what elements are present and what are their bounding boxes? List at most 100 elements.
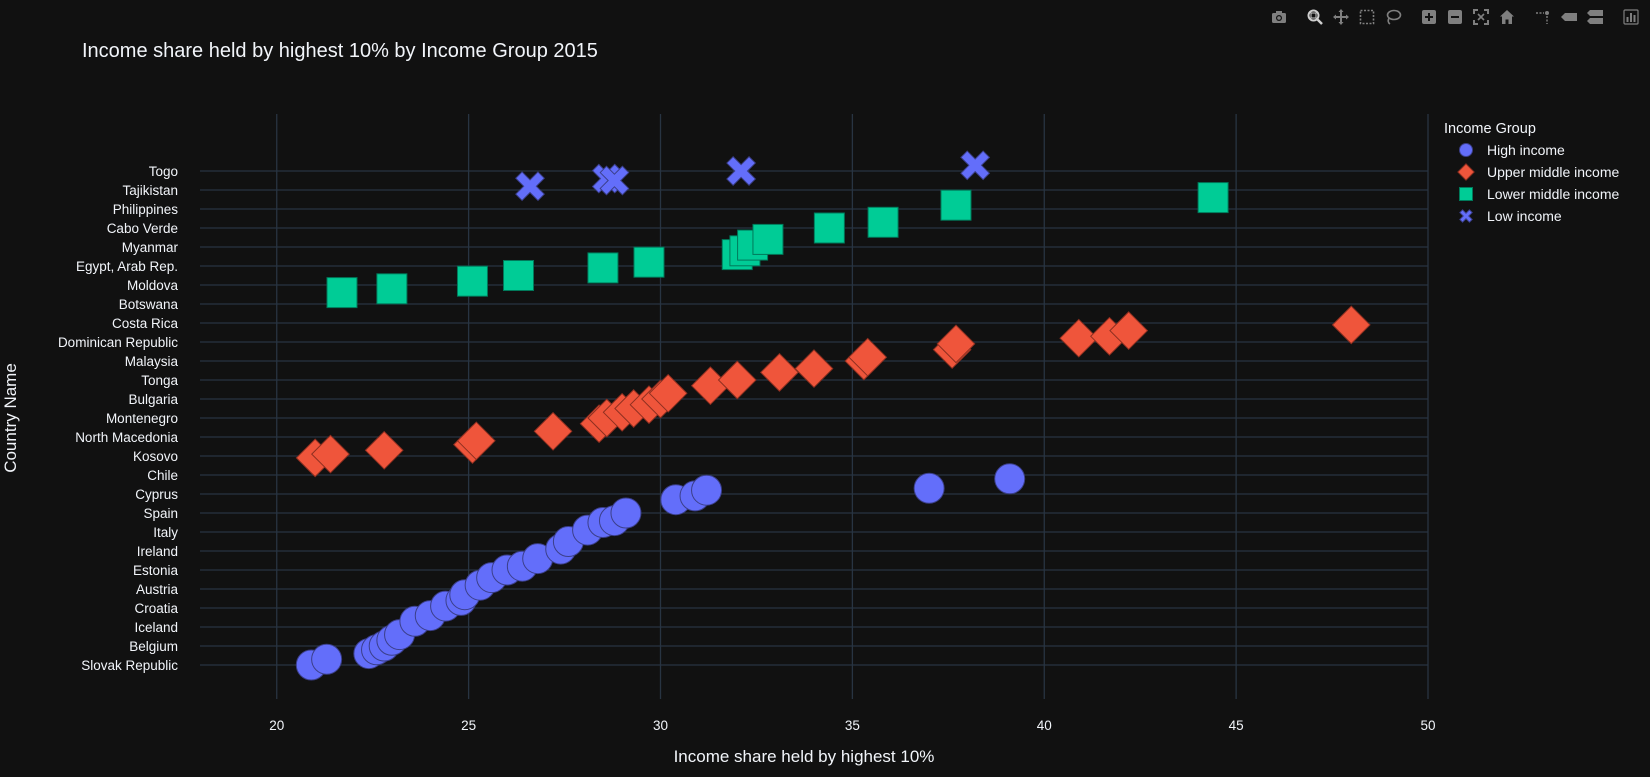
data-point bbox=[1197, 182, 1229, 214]
zoom-out-icon bbox=[1448, 10, 1462, 24]
zoom-button[interactable] bbox=[1302, 4, 1328, 30]
lasso-select-icon bbox=[1386, 9, 1402, 25]
pan-button[interactable] bbox=[1328, 4, 1354, 30]
x-axis-title: Income share held by highest 10% bbox=[674, 747, 935, 766]
hover-compare-button[interactable] bbox=[1582, 4, 1608, 30]
y-tick-label: Chile bbox=[147, 468, 178, 483]
reset-axes-button[interactable] bbox=[1494, 4, 1520, 30]
data-point bbox=[456, 265, 488, 297]
data-point bbox=[994, 463, 1026, 495]
x-tick-label: 30 bbox=[653, 718, 668, 733]
legend-label: High income bbox=[1487, 142, 1565, 158]
y-tick-label: Myanmar bbox=[122, 240, 179, 255]
plotly-logo-icon bbox=[1623, 9, 1639, 25]
y-tick-label: Belgium bbox=[129, 639, 178, 654]
y-tick-label: Moldova bbox=[127, 278, 179, 293]
y-tick-label: Costa Rica bbox=[112, 316, 179, 331]
zoom-icon bbox=[1307, 9, 1323, 25]
hover-closest-icon bbox=[1561, 13, 1577, 21]
pan-icon bbox=[1333, 9, 1349, 25]
hover-compare-icon bbox=[1587, 10, 1603, 24]
y-tick-label: Italy bbox=[153, 525, 178, 540]
series-low-income bbox=[515, 150, 991, 202]
plotly-logo-button[interactable] bbox=[1618, 4, 1644, 30]
data-point bbox=[848, 337, 888, 377]
zoom-in-button[interactable] bbox=[1416, 4, 1442, 30]
y-tick-label: Tajikistan bbox=[122, 183, 178, 198]
legend-item[interactable]: High income bbox=[1459, 142, 1566, 158]
grid bbox=[200, 114, 1429, 699]
y-tick-label: Cabo Verde bbox=[107, 221, 178, 236]
legend-marker bbox=[1459, 143, 1473, 157]
data-point bbox=[936, 324, 976, 364]
y-tick-label: Austria bbox=[136, 582, 179, 597]
camera-button[interactable] bbox=[1266, 4, 1292, 30]
y-tick-label: Ireland bbox=[137, 544, 178, 559]
y-tick-label: Kosovo bbox=[133, 449, 178, 464]
modebar bbox=[1266, 4, 1644, 30]
hover-closest-button[interactable] bbox=[1556, 4, 1582, 30]
series-upper-middle-income bbox=[295, 305, 1371, 478]
series-lower-middle-income bbox=[326, 182, 1229, 309]
y-tick-label: Philippines bbox=[113, 202, 179, 217]
y-tick-label: Montenegro bbox=[106, 411, 178, 426]
y-tick-label: Slovak Republic bbox=[81, 658, 178, 673]
markers bbox=[295, 150, 1371, 681]
legend-item[interactable]: Upper middle income bbox=[1457, 163, 1620, 181]
y-tick-label: North Macedonia bbox=[75, 430, 178, 445]
data-point bbox=[752, 223, 784, 255]
legend-marker bbox=[1457, 163, 1475, 181]
x-tick-labels: 20 25 30 35 40 45 50 bbox=[269, 718, 1435, 733]
data-point bbox=[503, 260, 535, 291]
y-tick-label: Iceland bbox=[134, 620, 178, 635]
spike-lines-button[interactable] bbox=[1530, 4, 1556, 30]
data-point bbox=[326, 277, 358, 309]
legend-label: Lower middle income bbox=[1487, 186, 1619, 202]
legend-label: Upper middle income bbox=[1487, 164, 1619, 180]
legend-label: Low income bbox=[1487, 208, 1562, 224]
y-tick-label: Spain bbox=[143, 506, 178, 521]
x-tick-label: 25 bbox=[461, 718, 476, 733]
data-point bbox=[587, 252, 619, 284]
data-point bbox=[311, 643, 343, 675]
data-point bbox=[940, 189, 972, 221]
x-tick-label: 45 bbox=[1229, 718, 1244, 733]
data-point bbox=[726, 156, 757, 186]
x-tick-label: 20 bbox=[269, 718, 284, 733]
y-tick-labels: Togo Tajikistan Philippines Cabo Verde Myanm… bbox=[58, 164, 179, 673]
data-point bbox=[533, 411, 573, 451]
data-point bbox=[1109, 311, 1149, 351]
data-point bbox=[960, 150, 991, 181]
legend: Income Group High income Upper middle inc… bbox=[1444, 121, 1619, 224]
chart-title: Income share held by highest 10% by Inco… bbox=[82, 40, 598, 62]
data-point bbox=[1331, 305, 1371, 345]
camera-icon bbox=[1272, 11, 1286, 23]
data-point bbox=[717, 360, 757, 400]
y-tick-label: Cyprus bbox=[135, 487, 178, 502]
x-tick-label: 40 bbox=[1037, 718, 1052, 733]
data-point bbox=[456, 421, 496, 461]
data-point bbox=[794, 349, 834, 389]
y-tick-label: Bulgaria bbox=[128, 392, 178, 407]
zoom-out-button[interactable] bbox=[1442, 4, 1468, 30]
data-point bbox=[599, 165, 630, 196]
y-axis-title: Country Name bbox=[1, 363, 20, 473]
box-select-icon bbox=[1359, 9, 1375, 25]
y-tick-label: Togo bbox=[149, 164, 178, 179]
y-tick-label: Croatia bbox=[134, 601, 178, 616]
series-high-income bbox=[295, 463, 1026, 681]
autoscale-button[interactable] bbox=[1468, 4, 1494, 30]
y-tick-label: Estonia bbox=[133, 563, 179, 578]
y-tick-label: Egypt, Arab Rep. bbox=[76, 259, 178, 274]
autoscale-icon bbox=[1473, 9, 1489, 25]
legend-item[interactable]: Lower middle income bbox=[1459, 186, 1620, 202]
data-point bbox=[1059, 318, 1099, 358]
legend-marker bbox=[1459, 209, 1473, 223]
data-point bbox=[760, 352, 799, 392]
box-select-button[interactable] bbox=[1354, 4, 1380, 30]
lasso-select-button[interactable] bbox=[1380, 4, 1406, 30]
data-point bbox=[691, 474, 723, 506]
y-tick-label: Botswana bbox=[119, 297, 179, 312]
legend-item[interactable]: Low income bbox=[1459, 208, 1562, 224]
